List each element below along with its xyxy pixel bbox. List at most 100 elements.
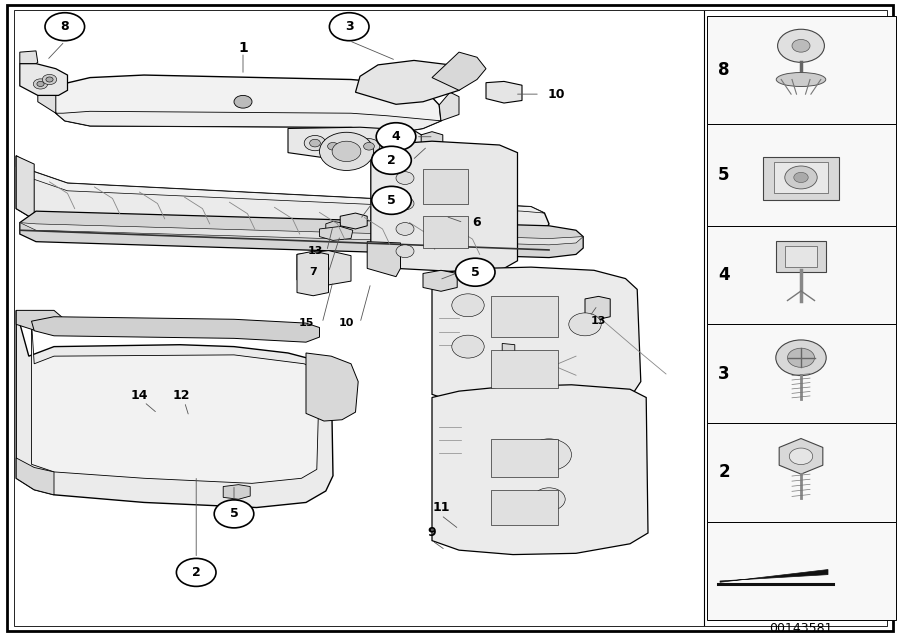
Bar — [423, 216, 468, 248]
Polygon shape — [32, 317, 319, 342]
Circle shape — [329, 13, 369, 41]
Circle shape — [396, 223, 414, 235]
Circle shape — [376, 123, 416, 151]
Bar — [706, 226, 896, 324]
Circle shape — [310, 139, 320, 147]
Polygon shape — [20, 223, 583, 245]
Polygon shape — [486, 81, 522, 103]
Polygon shape — [432, 385, 648, 555]
Polygon shape — [38, 83, 56, 113]
Circle shape — [364, 142, 374, 150]
Circle shape — [358, 139, 380, 154]
Bar — [763, 157, 839, 200]
Circle shape — [452, 294, 484, 317]
Circle shape — [372, 146, 411, 174]
Text: 5: 5 — [387, 194, 396, 207]
Text: 4: 4 — [718, 266, 730, 284]
Polygon shape — [439, 92, 459, 121]
Text: 3: 3 — [718, 364, 730, 383]
Circle shape — [322, 139, 344, 154]
Circle shape — [776, 340, 826, 375]
Circle shape — [33, 79, 48, 89]
Text: 00143581: 00143581 — [770, 622, 832, 635]
Bar — [774, 162, 828, 193]
Polygon shape — [367, 242, 400, 277]
Polygon shape — [16, 310, 333, 508]
Circle shape — [455, 258, 495, 286]
Polygon shape — [16, 156, 34, 219]
Text: 5: 5 — [471, 266, 480, 279]
Circle shape — [214, 500, 254, 528]
Text: 7: 7 — [310, 267, 317, 277]
Text: 15: 15 — [298, 318, 314, 328]
Circle shape — [320, 132, 374, 170]
Polygon shape — [50, 75, 441, 132]
Text: 13: 13 — [590, 316, 607, 326]
Polygon shape — [16, 458, 54, 495]
Text: 3: 3 — [345, 20, 354, 33]
Circle shape — [396, 197, 414, 210]
Circle shape — [37, 81, 44, 86]
Circle shape — [789, 448, 813, 464]
Bar — [491, 490, 558, 525]
Circle shape — [794, 172, 808, 183]
Bar — [706, 423, 896, 522]
Circle shape — [396, 172, 414, 184]
Polygon shape — [20, 211, 583, 258]
Circle shape — [569, 313, 601, 336]
Polygon shape — [306, 353, 358, 421]
Text: 5: 5 — [230, 508, 238, 520]
Circle shape — [792, 39, 810, 52]
Circle shape — [45, 13, 85, 41]
Polygon shape — [356, 60, 468, 104]
Polygon shape — [20, 51, 38, 64]
Text: 4: 4 — [392, 130, 400, 143]
Circle shape — [526, 439, 572, 471]
Circle shape — [778, 29, 824, 62]
Bar — [706, 324, 896, 423]
Text: 2: 2 — [387, 154, 396, 167]
Text: 5: 5 — [718, 166, 730, 184]
Text: 6: 6 — [472, 216, 482, 229]
Polygon shape — [432, 52, 486, 90]
Polygon shape — [223, 485, 250, 499]
Ellipse shape — [776, 73, 826, 86]
Polygon shape — [421, 132, 443, 146]
Polygon shape — [16, 156, 544, 213]
Circle shape — [533, 488, 565, 511]
Polygon shape — [16, 310, 63, 331]
Polygon shape — [56, 111, 441, 132]
Bar — [706, 124, 896, 226]
Text: 12: 12 — [173, 389, 191, 402]
Polygon shape — [502, 343, 515, 412]
Polygon shape — [779, 439, 823, 474]
Circle shape — [396, 245, 414, 258]
Circle shape — [46, 77, 53, 82]
Text: 14: 14 — [130, 389, 148, 402]
Bar — [706, 16, 896, 124]
Polygon shape — [32, 321, 319, 483]
Text: 10: 10 — [547, 88, 565, 100]
Bar — [776, 241, 826, 272]
Polygon shape — [423, 270, 457, 291]
Text: 10: 10 — [338, 318, 355, 328]
Polygon shape — [340, 213, 367, 229]
Circle shape — [234, 95, 252, 108]
Circle shape — [332, 141, 361, 162]
Circle shape — [176, 558, 216, 586]
Circle shape — [372, 186, 411, 214]
Circle shape — [328, 142, 338, 150]
Polygon shape — [297, 251, 328, 296]
Text: 8: 8 — [718, 61, 730, 79]
Bar — [491, 439, 558, 477]
Bar — [785, 245, 817, 267]
Polygon shape — [432, 267, 641, 408]
Polygon shape — [297, 251, 351, 285]
Polygon shape — [371, 141, 518, 272]
Bar — [423, 169, 468, 204]
Text: 13: 13 — [307, 246, 323, 256]
Polygon shape — [320, 226, 353, 240]
Text: 1: 1 — [238, 41, 248, 55]
Circle shape — [304, 135, 326, 151]
Polygon shape — [585, 296, 610, 319]
